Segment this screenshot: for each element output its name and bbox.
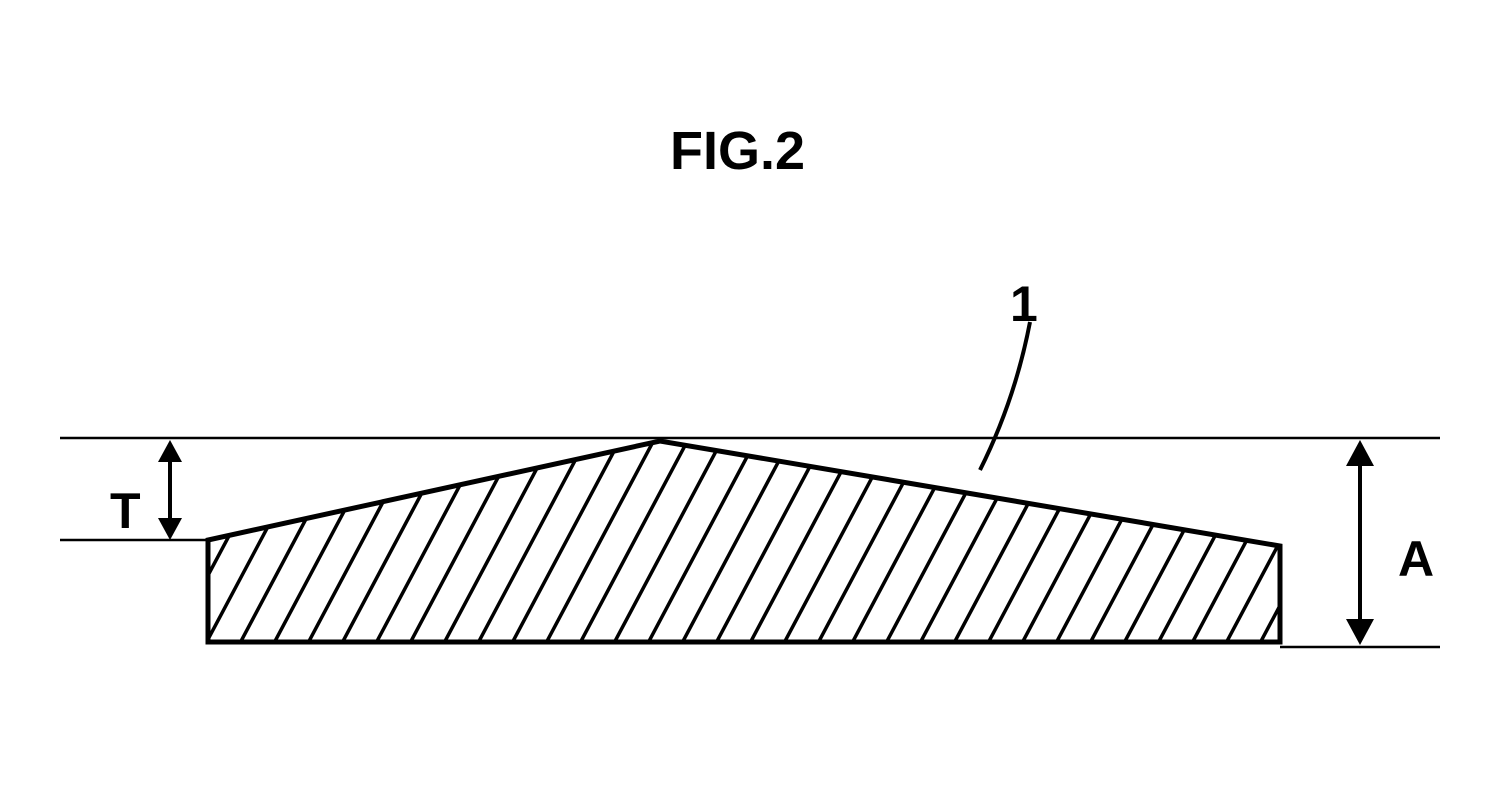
leader-line-1: [980, 322, 1030, 470]
hatch-pattern: [0, 251, 1506, 806]
dimension-label-t: T: [110, 482, 141, 540]
cross-section-shape: [208, 441, 1280, 642]
dimension-arrow-a: [1346, 440, 1374, 645]
dimension-arrow-t: [158, 440, 182, 540]
reference-label-1: 1: [1010, 275, 1038, 333]
dimension-label-a: A: [1398, 530, 1434, 588]
figure-title: FIG.2: [670, 120, 805, 182]
